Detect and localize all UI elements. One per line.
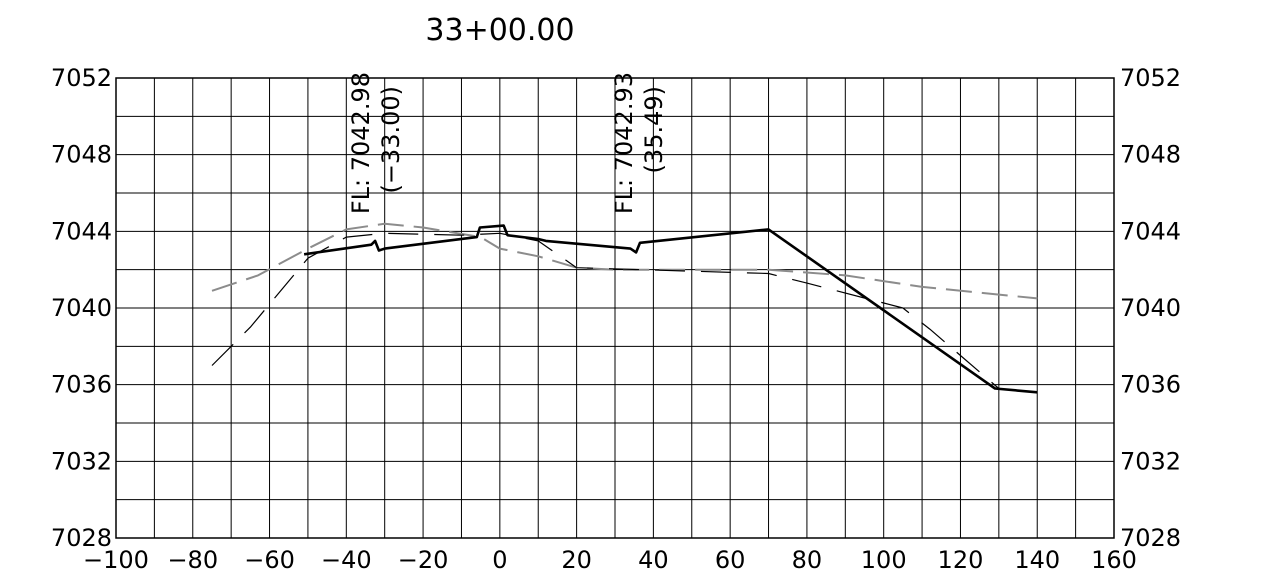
chart-title: 33+00.00 [425, 13, 574, 48]
flowline-offset-label: (−33.00) [377, 86, 405, 194]
series-line-solid-black-thick [303, 224, 1038, 394]
x-tick-label: 80 [792, 546, 823, 574]
flowline-label: FL: 7042.93 [610, 72, 638, 214]
flowline-offset-label: (35.49) [640, 86, 668, 173]
y-tick-label-left: 7044 [51, 217, 112, 245]
y-tick-label-left: 7036 [51, 371, 112, 399]
x-tick-label: 40 [638, 546, 669, 574]
y-tick-label-left: 7028 [51, 524, 112, 552]
series-line-dashed-gray [211, 222, 1038, 300]
y-axis-right-tick-labels: 7028 7032 7036 7040 7044 7048 7052 [1120, 64, 1181, 552]
x-tick-label: −100 [83, 546, 149, 574]
y-tick-label-left: 7032 [51, 447, 112, 475]
x-tick-label: 140 [1014, 546, 1060, 574]
x-tick-label: −20 [398, 546, 449, 574]
y-tick-label-right: 7032 [1120, 447, 1181, 475]
minor-grid [115, 77, 1115, 539]
x-tick-label: −60 [244, 546, 295, 574]
y-tick-label-right: 7044 [1120, 217, 1181, 245]
flowline-annotations: FL: 7042.98 (−33.00) FL: 7042.93 (35.49) [347, 72, 668, 214]
y-tick-label-right: 7036 [1120, 371, 1181, 399]
y-tick-label-left: 7040 [51, 294, 112, 322]
y-tick-label-right: 7048 [1120, 141, 1181, 169]
y-axis-left-tick-labels: 7028 7032 7036 7040 7044 7048 7052 [51, 64, 112, 552]
x-tick-label: −40 [321, 546, 372, 574]
major-grid [115, 77, 1115, 539]
x-tick-label: 0 [492, 546, 507, 574]
y-tick-label-left: 7048 [51, 141, 112, 169]
flowline-label: FL: 7042.98 [347, 72, 375, 214]
y-tick-label-right: 7040 [1120, 294, 1181, 322]
x-axis-tick-labels: −100 −80 −60 −40 −20 0 20 40 60 80 100 120 140 160 [83, 546, 1137, 574]
y-tick-label-right: 7052 [1120, 64, 1181, 92]
y-tick-label-left: 7052 [51, 64, 112, 92]
x-tick-label: 160 [1091, 546, 1137, 574]
plot-frame [115, 77, 1115, 539]
x-tick-label: 20 [561, 546, 592, 574]
x-tick-label: 120 [938, 546, 984, 574]
x-tick-label: 60 [715, 546, 746, 574]
y-tick-label-right: 7028 [1120, 524, 1181, 552]
series-line-dashed-black-thin [211, 232, 1000, 389]
series-layer [211, 222, 1038, 394]
x-tick-label: 100 [861, 546, 907, 574]
x-tick-label: −80 [167, 546, 218, 574]
